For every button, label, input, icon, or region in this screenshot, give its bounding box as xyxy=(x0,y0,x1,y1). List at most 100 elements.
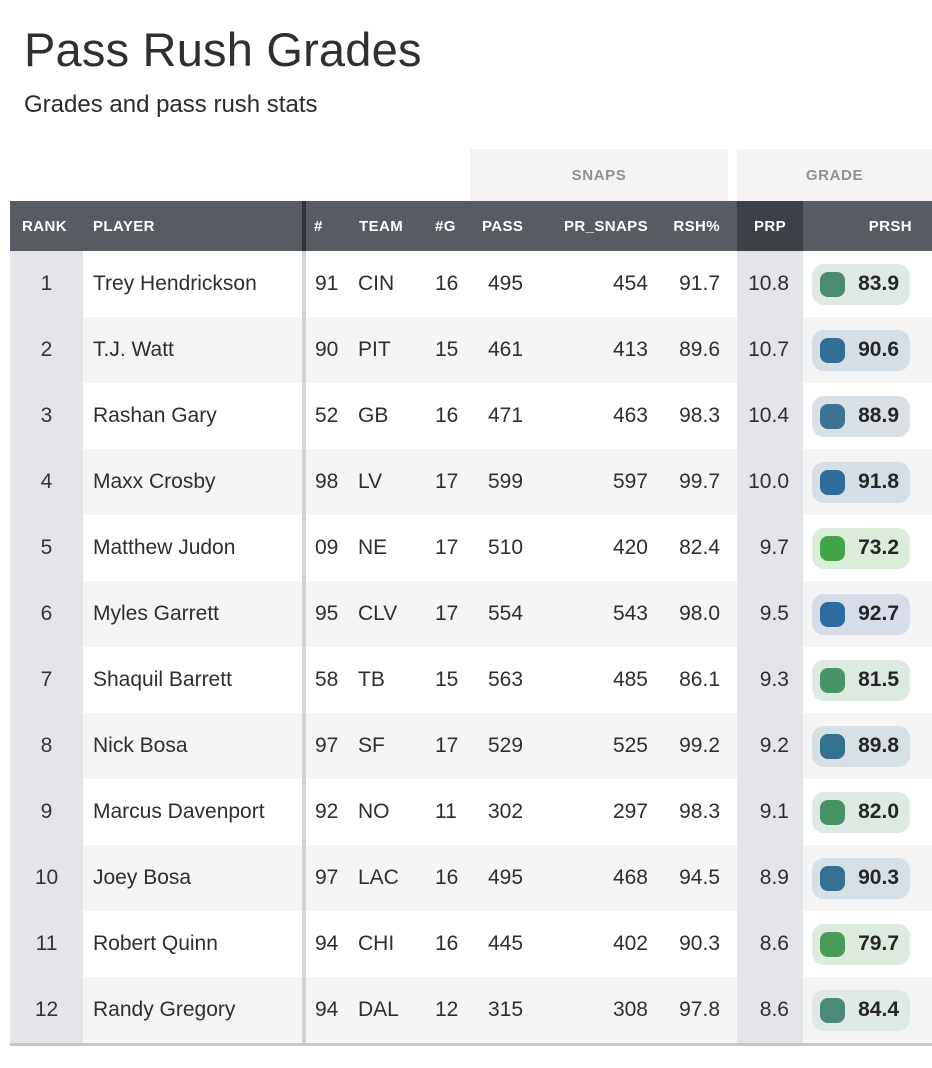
rank-cell: 2 xyxy=(10,317,83,384)
page-title: Pass Rush Grades xyxy=(24,23,422,76)
rank-cell: 7 xyxy=(10,647,83,714)
grade-color-icon xyxy=(820,271,846,297)
table-row[interactable]: 5 Matthew Judon 09 NE 17 510 420 82.4 9.… xyxy=(10,515,932,582)
column-header-pass[interactable]: PASS xyxy=(482,217,524,235)
rank-cell: 1 xyxy=(10,251,83,318)
prp-value: 9.3 xyxy=(737,647,803,714)
pass-snaps: 510 xyxy=(488,536,524,560)
row-gap xyxy=(728,977,737,1043)
page-header: Pass Rush Grades Grades and pass rush st… xyxy=(0,0,932,120)
grade-value: 91.8 xyxy=(858,470,899,494)
row-divider xyxy=(302,581,306,648)
grade-color-icon xyxy=(820,601,846,627)
row-gap xyxy=(728,911,737,977)
table-row[interactable]: 6 Myles Garrett 95 CLV 17 554 543 98.0 9… xyxy=(10,581,932,648)
table-row[interactable]: 7 Shaquil Barrett 58 TB 15 563 485 86.1 … xyxy=(10,647,932,714)
row-divider xyxy=(302,251,306,318)
column-header-rank[interactable]: RANK xyxy=(22,217,67,235)
prsh-cell: 73.2 xyxy=(803,515,932,581)
rush-percent: 98.3 xyxy=(679,404,720,428)
grade-value: 84.4 xyxy=(858,998,899,1022)
jersey-number: 97 xyxy=(315,734,339,758)
player-name: Maxx Crosby xyxy=(93,470,216,494)
table-row[interactable]: 10 Joey Bosa 97 LAC 16 495 468 94.5 8.9 … xyxy=(10,845,932,912)
column-header-prp[interactable]: PRP xyxy=(737,201,803,252)
pr-snaps: 454 xyxy=(612,272,648,296)
team-abbr: LAC xyxy=(358,866,399,890)
jersey-number: 94 xyxy=(315,998,339,1022)
column-header-rsh-pct[interactable]: RSH% xyxy=(673,217,720,235)
rush-percent: 94.5 xyxy=(679,866,720,890)
grade-badge: 90.6 xyxy=(812,329,910,371)
column-header-team[interactable]: TEAM xyxy=(359,217,404,235)
grade-badge: 84.4 xyxy=(812,989,910,1031)
grade-badge: 82.0 xyxy=(812,791,910,833)
prp-value: 10.8 xyxy=(737,251,803,318)
rank-cell: 3 xyxy=(10,383,83,450)
column-header-number[interactable]: # xyxy=(314,217,323,235)
grade-value: 92.7 xyxy=(858,602,899,626)
row-gap xyxy=(728,713,737,779)
pr-snaps: 402 xyxy=(612,932,648,956)
prsh-cell: 91.8 xyxy=(803,449,932,515)
games-count: 17 xyxy=(435,734,459,758)
prsh-cell: 92.7 xyxy=(803,581,932,647)
table-row[interactable]: 12 Randy Gregory 94 DAL 12 315 308 97.8 … xyxy=(10,977,932,1044)
grade-color-icon xyxy=(820,865,846,891)
grade-color-icon xyxy=(820,535,846,561)
row-gap xyxy=(728,515,737,581)
table-row[interactable]: 3 Rashan Gary 52 GB 16 471 463 98.3 10.4… xyxy=(10,383,932,450)
row-divider xyxy=(302,383,306,450)
prp-value: 10.4 xyxy=(737,383,803,450)
prp-value: 8.9 xyxy=(737,845,803,912)
table-row[interactable]: 8 Nick Bosa 97 SF 17 529 525 99.2 9.2 89… xyxy=(10,713,932,780)
pr-snaps: 297 xyxy=(612,800,648,824)
row-divider xyxy=(302,779,306,846)
grade-value: 88.9 xyxy=(858,404,899,428)
table-row[interactable]: 2 T.J. Watt 90 PIT 15 461 413 89.6 10.7 … xyxy=(10,317,932,384)
table-row[interactable]: 1 Trey Hendrickson 91 CIN 16 495 454 91.… xyxy=(10,251,932,318)
table-row[interactable]: 11 Robert Quinn 94 CHI 16 445 402 90.3 8… xyxy=(10,911,932,978)
jersey-number: 09 xyxy=(315,536,339,560)
row-gap xyxy=(728,383,737,449)
prp-value: 9.5 xyxy=(737,581,803,648)
table-row[interactable]: 9 Marcus Davenport 92 NO 11 302 297 98.3… xyxy=(10,779,932,846)
grade-color-icon xyxy=(820,799,846,825)
prp-value: 10.0 xyxy=(737,449,803,516)
pr-snaps: 597 xyxy=(612,470,648,494)
player-name: Matthew Judon xyxy=(93,536,236,560)
jersey-number: 90 xyxy=(315,338,339,362)
grade-color-icon xyxy=(820,337,846,363)
row-gap xyxy=(728,647,737,713)
table-row[interactable]: 4 Maxx Crosby 98 LV 17 599 597 99.7 10.0… xyxy=(10,449,932,516)
team-abbr: CHI xyxy=(358,932,395,956)
games-count: 11 xyxy=(435,800,457,824)
games-count: 16 xyxy=(435,866,459,890)
games-count: 15 xyxy=(435,338,459,362)
grade-badge: 91.8 xyxy=(812,461,910,503)
pass-snaps: 495 xyxy=(488,272,524,296)
column-header-player[interactable]: PLAYER xyxy=(93,217,155,235)
rank-cell: 8 xyxy=(10,713,83,780)
rush-percent: 99.2 xyxy=(679,734,720,758)
prsh-cell: 90.6 xyxy=(803,317,932,383)
team-abbr: PIT xyxy=(358,338,391,362)
prsh-cell: 84.4 xyxy=(803,977,932,1043)
rush-percent: 98.3 xyxy=(679,800,720,824)
pr-snaps: 525 xyxy=(612,734,648,758)
row-gap xyxy=(728,779,737,845)
games-count: 16 xyxy=(435,272,459,296)
jersey-number: 91 xyxy=(315,272,339,296)
jersey-number: 95 xyxy=(315,602,339,626)
group-header-grade: GRADE xyxy=(737,149,932,202)
grade-value: 90.3 xyxy=(858,866,899,890)
row-gap xyxy=(728,317,737,383)
player-name: Trey Hendrickson xyxy=(93,272,257,296)
column-header-pr-snaps[interactable]: PR_SNAPS xyxy=(563,217,648,235)
player-name: Shaquil Barrett xyxy=(93,668,232,692)
column-header-games[interactable]: #G xyxy=(435,217,456,235)
prp-value: 9.7 xyxy=(737,515,803,582)
pass-snaps: 315 xyxy=(488,998,524,1022)
column-header-prsh[interactable]: PRSH xyxy=(868,217,912,235)
player-name: Rashan Gary xyxy=(93,404,217,428)
